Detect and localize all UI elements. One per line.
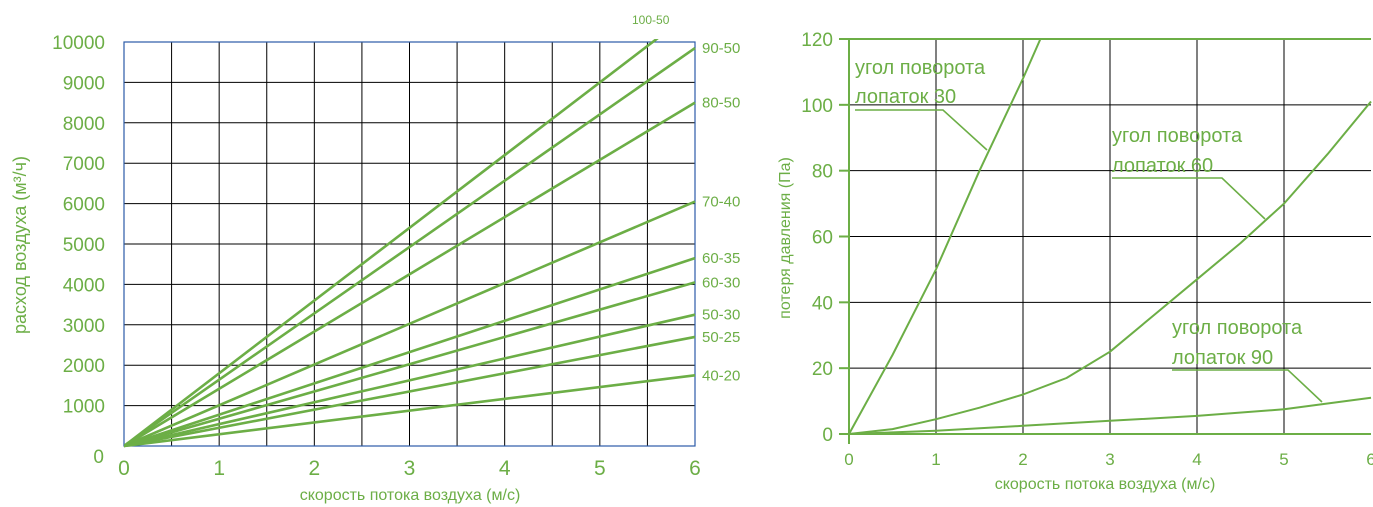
- airflow-x-axis-label: скорость потока воздуха (м/с): [300, 487, 521, 504]
- pressure-x-axis-label: скорость потока воздуха (м/с): [995, 476, 1216, 493]
- pressure-y-tick-label: 80: [812, 162, 833, 183]
- airflow-series-line: [124, 313, 696, 448]
- annotation-leader-line: [1112, 177, 1266, 220]
- airflow-y-tick-label: 6000: [63, 195, 105, 216]
- airflow-x-tick-label: 2: [308, 457, 320, 480]
- airflow-y-tick-label: 8000: [63, 114, 105, 135]
- annotation-angle-90-line2: лопаток 90: [1172, 347, 1273, 369]
- pressure-y-tick-label: 20: [812, 359, 833, 380]
- airflow-x-tick-label: 6: [689, 457, 701, 480]
- airflow-y-tick-label: 10000: [52, 33, 105, 54]
- airflow-series-line: [124, 281, 696, 448]
- airflow-y-axis-label: расход воздуха (м³/ч): [10, 156, 30, 334]
- airflow-series-labels: 100-50 90-50 80-50 70-40 60-35 60-30 50-30 50-2…: [632, 13, 740, 384]
- airflow-series-label: 40-20: [702, 367, 740, 384]
- annotation-leader-line: [1172, 369, 1323, 403]
- airflow-series-label: 100-50: [632, 13, 670, 27]
- airflow-series-line: [124, 200, 696, 448]
- annotation-leader-line: [855, 109, 988, 151]
- airflow-series-line: [124, 374, 696, 448]
- pressure-series-curve: [848, 396, 1372, 435]
- airflow-series-line: [124, 46, 696, 448]
- airflow-series-label: 60-30: [702, 274, 740, 291]
- airflow-series-label: 90-50: [702, 40, 740, 57]
- airflow-series-line: [124, 101, 696, 448]
- airflow-y-ticks: 0 1000 2000 3000 4000 5000 6000 7000 8000 9000 100…: [52, 33, 105, 468]
- pressure-x-tick-label: 1: [931, 450, 940, 469]
- pressure-y-tick-label: 60: [812, 228, 833, 249]
- airflow-series-label: 50-30: [702, 307, 740, 324]
- annotation-angle-30-line2: лопаток 30: [855, 86, 956, 108]
- pressure-x-ticks: 0 1 2 3 4 5 6: [844, 450, 1373, 469]
- pressure-x-tick-label: 2: [1018, 450, 1027, 469]
- pressure-series-curve: [848, 38, 1042, 435]
- annotation-angle-30-line1: угол поворота: [855, 57, 986, 79]
- airflow-y-tick-label: 7000: [63, 154, 105, 175]
- airflow-y-tick-label: 1000: [63, 397, 105, 418]
- pressure-y-tick-label: 100: [801, 96, 833, 117]
- airflow-y-tick-label: 0: [93, 447, 104, 468]
- airflow-x-tick-label: 4: [499, 457, 511, 480]
- pressure-grid: [839, 38, 1371, 444]
- pressure-y-tick-label: 0: [822, 425, 833, 446]
- airflow-y-tick-label: 9000: [63, 73, 105, 94]
- airflow-x-tick-label: 3: [404, 457, 416, 480]
- airflow-x-tick-label: 5: [594, 457, 606, 480]
- airflow-plot-frame: [123, 41, 696, 447]
- airflow-series-line: [124, 335, 696, 448]
- pressure-chart: 0 20 40 60 80 100 120 0 1 2 3 4 5 6 угол поворота ло…: [777, 30, 1373, 493]
- pressure-x-tick-label: 3: [1105, 450, 1114, 469]
- airflow-series-line: [124, 39, 659, 448]
- annotation-angle-60-line1: угол поворота: [1112, 125, 1243, 147]
- pressure-annotation-leaders: [855, 109, 1323, 403]
- airflow-x-ticks: 0 1 2 3 4 5 6: [118, 457, 701, 480]
- airflow-y-tick-label: 2000: [63, 356, 105, 377]
- pressure-series-curve: [848, 100, 1372, 435]
- airflow-series-label: 50-25: [702, 329, 740, 346]
- airflow-series-label: 70-40: [702, 194, 740, 211]
- pressure-series-lines: [848, 38, 1372, 435]
- pressure-x-tick-label: 0: [844, 450, 853, 469]
- airflow-y-tick-label: 3000: [63, 316, 105, 337]
- pressure-y-tick-label: 120: [801, 30, 833, 51]
- pressure-x-tick-label: 5: [1279, 450, 1288, 469]
- annotation-angle-90-line1: угол поворота: [1172, 317, 1303, 339]
- airflow-y-tick-label: 4000: [63, 275, 105, 296]
- airflow-series-lines: [124, 39, 696, 448]
- pressure-x-tick-label: 4: [1192, 450, 1201, 469]
- airflow-x-tick-label: 1: [213, 457, 225, 480]
- airflow-x-tick-label: 0: [118, 457, 130, 480]
- airflow-series-label: 80-50: [702, 95, 740, 112]
- airflow-chart: 100-50 90-50 80-50 70-40 60-35 60-30 50-30 50-2…: [10, 13, 740, 504]
- annotation-angle-60-line2: лопаток 60: [1112, 155, 1213, 177]
- pressure-y-tick-label: 40: [812, 293, 833, 314]
- airflow-y-tick-label: 5000: [63, 235, 105, 256]
- pressure-y-ticks: 0 20 40 60 80 100 120: [801, 30, 833, 446]
- pressure-x-tick-label: 6: [1366, 450, 1373, 469]
- airflow-series-label: 60-35: [702, 250, 740, 267]
- pressure-y-axis-label: потеря давления (Па): [777, 157, 794, 319]
- airflow-series-line: [124, 256, 696, 448]
